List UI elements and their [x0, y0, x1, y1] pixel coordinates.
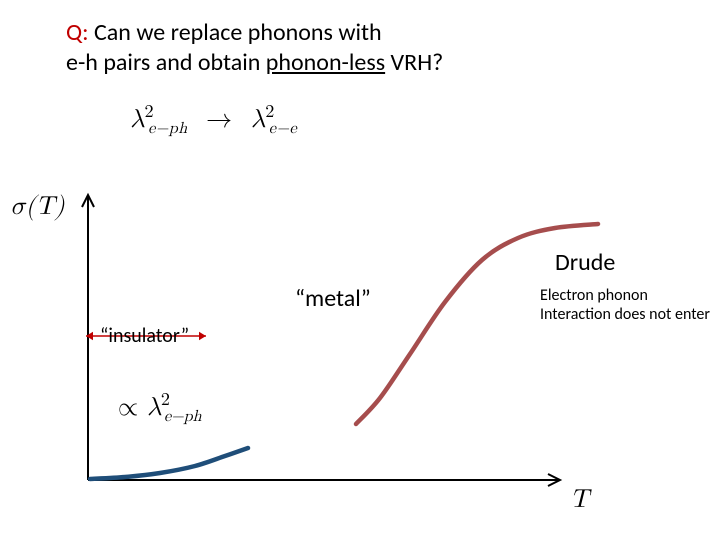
- metal-label: “metal”: [295, 284, 371, 313]
- slide-root: Q: Can we replace phonons with e-h pairs…: [0, 0, 720, 540]
- x-axis-label: T: [570, 485, 589, 516]
- ep-note-line1: Electron phonon: [540, 286, 648, 305]
- electron-phonon-note: Electron phonon Interaction does not ent…: [540, 286, 710, 324]
- propto-symbol: ∝: [118, 395, 138, 421]
- formula-proportional: ∝ λ2e−ph: [118, 388, 202, 427]
- drude-label: Drude: [555, 248, 615, 277]
- ep-note-line2: Interaction does not enter: [540, 305, 710, 324]
- insulator-label: “insulator”: [100, 324, 189, 348]
